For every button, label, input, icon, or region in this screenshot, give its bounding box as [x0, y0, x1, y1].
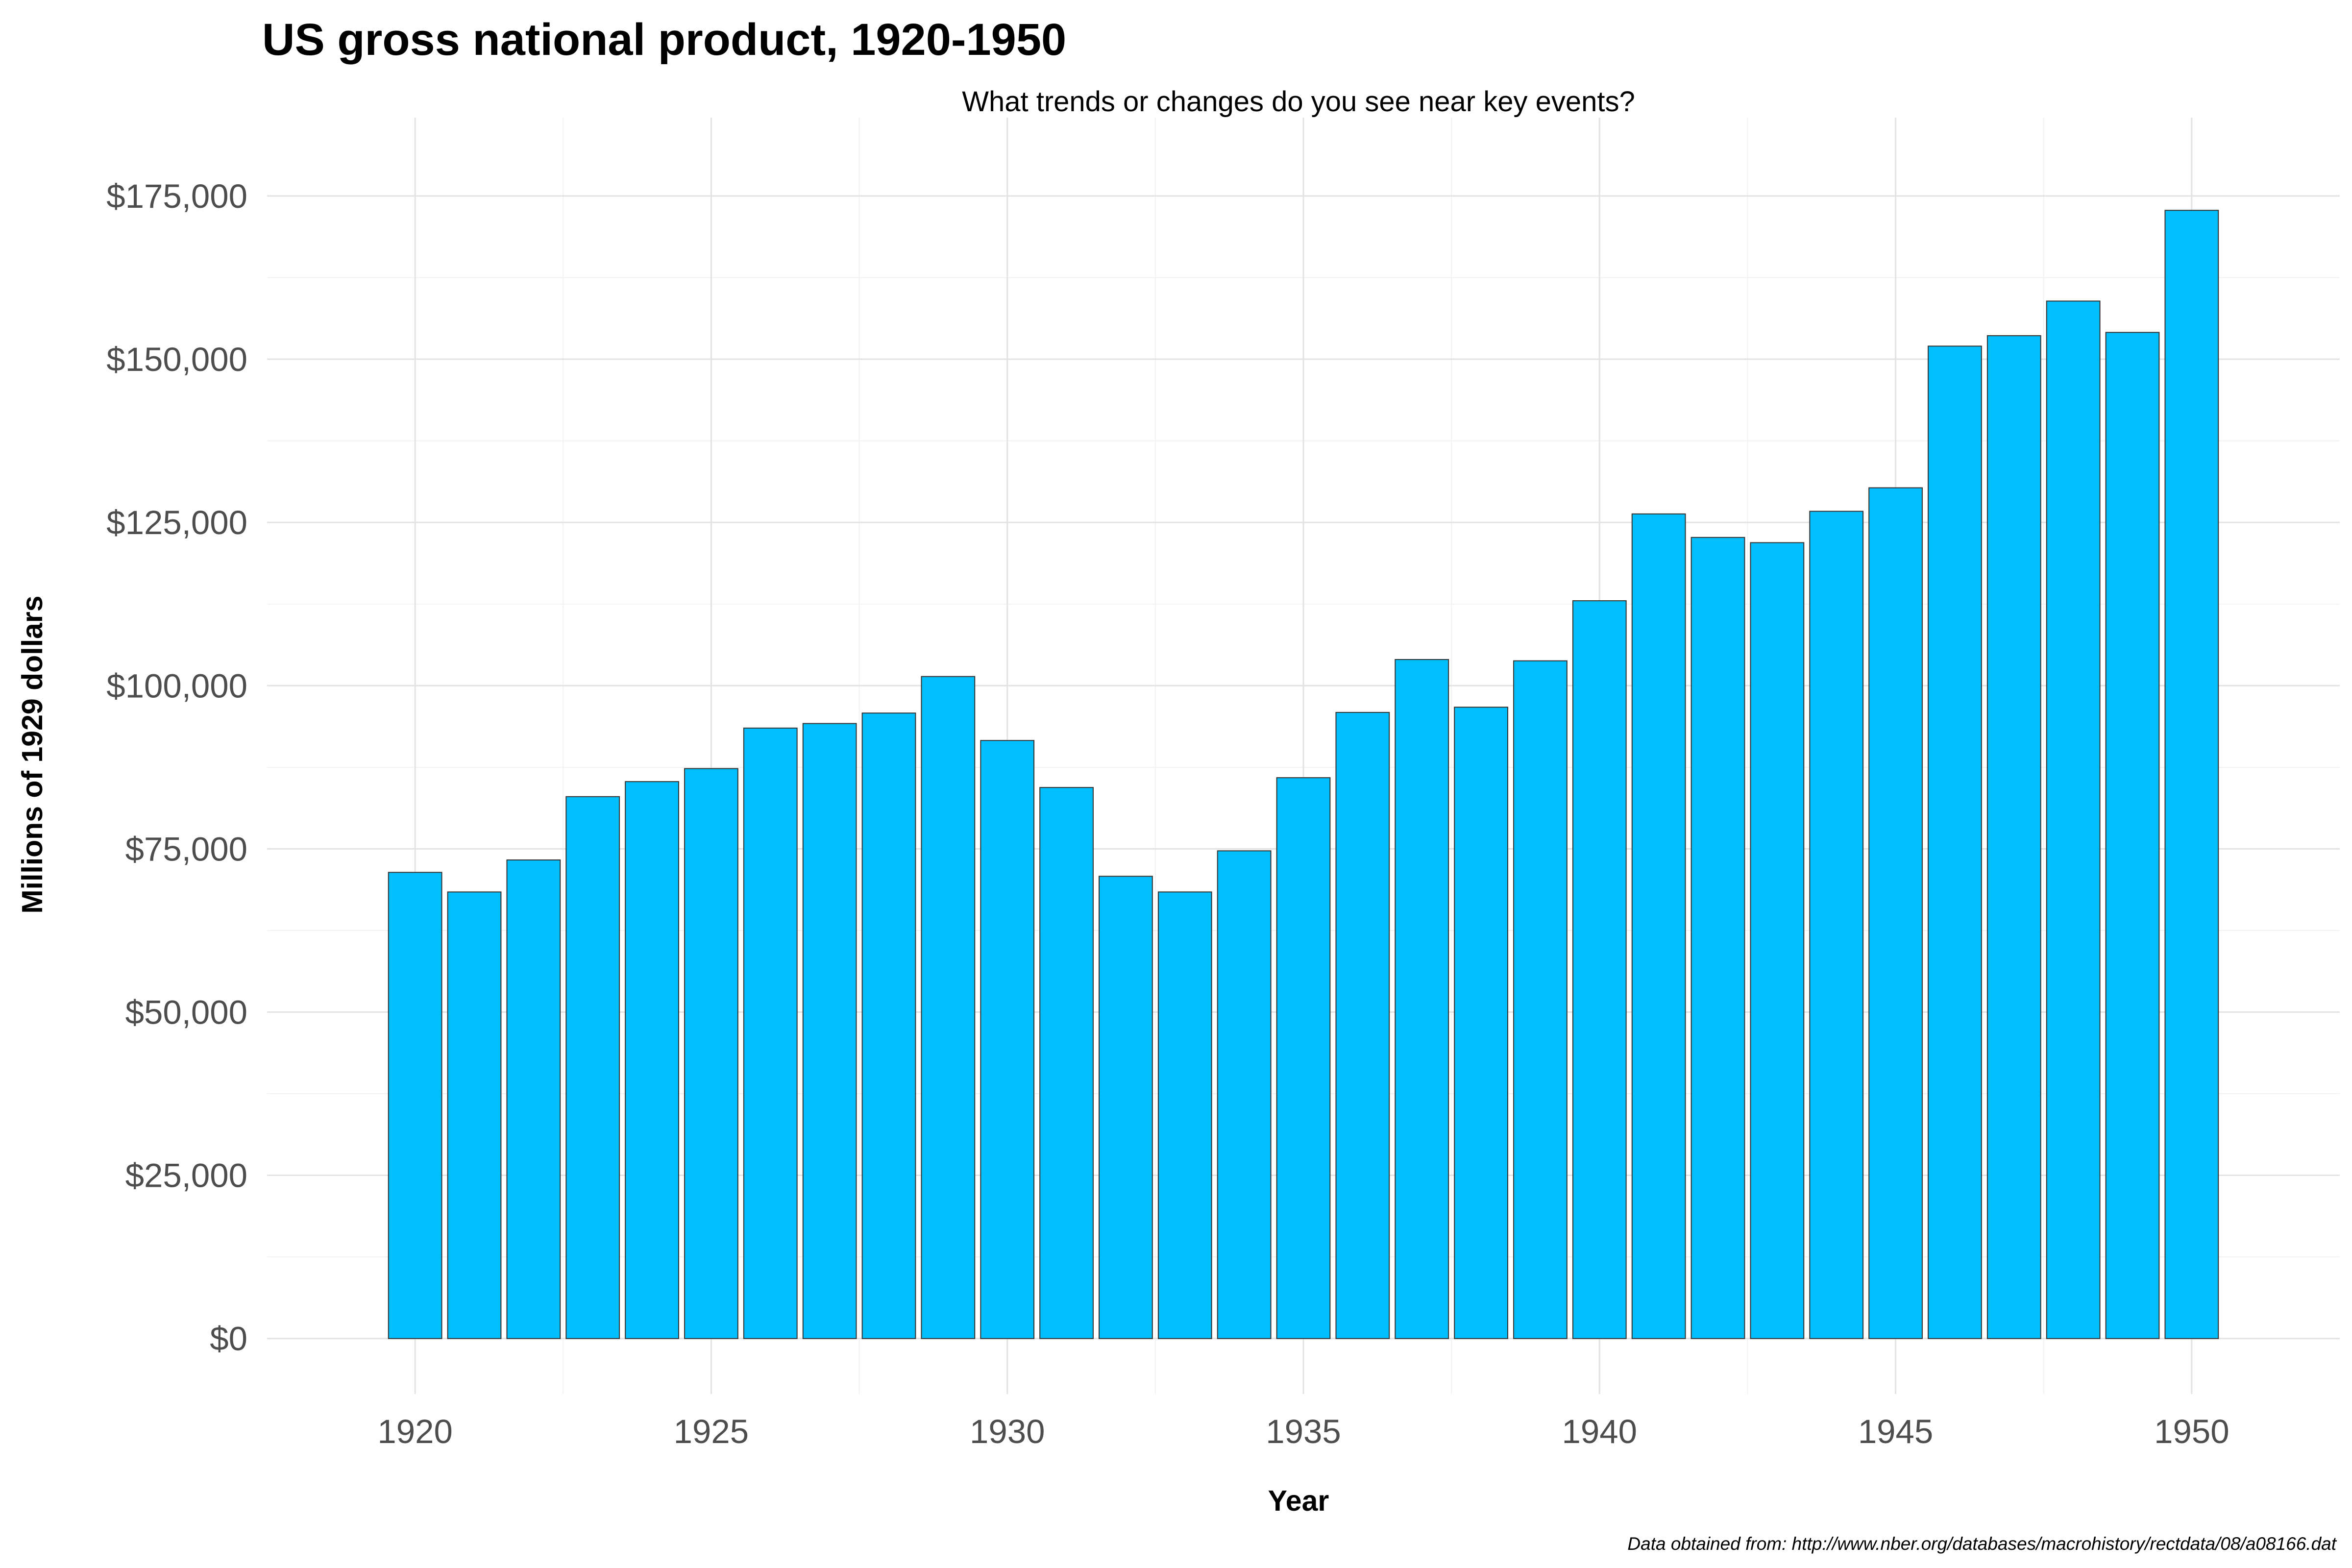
bar-1937 — [1395, 659, 1449, 1339]
y-tick-label: $50,000 — [125, 993, 247, 1031]
x-tick-label: 1950 — [2154, 1413, 2230, 1450]
x-tick-label: 1935 — [1266, 1413, 1341, 1450]
y-axis-title: Millions of 1929 dollars — [16, 595, 49, 913]
y-tick-label: $75,000 — [125, 830, 247, 868]
y-tick-label: $0 — [210, 1320, 247, 1358]
y-tick-label: $25,000 — [125, 1157, 247, 1195]
x-tick-label: 1920 — [377, 1413, 453, 1450]
data-source-caption: Data obtained from: http://www.nber.org/… — [1627, 1534, 2337, 1554]
bar-1929 — [921, 676, 976, 1339]
y-tick-label: $125,000 — [106, 504, 247, 541]
bar-1938 — [1454, 707, 1508, 1339]
bar-1933 — [1157, 891, 1212, 1339]
bar-1925 — [684, 768, 738, 1339]
bar-1922 — [506, 859, 561, 1339]
bar-1950 — [2164, 210, 2219, 1339]
bar-1920 — [388, 872, 442, 1339]
bar-1945 — [1868, 487, 1923, 1339]
bar-1924 — [625, 781, 679, 1339]
bar-1921 — [447, 891, 502, 1339]
bar-1942 — [1690, 537, 1745, 1339]
y-tick-label: $175,000 — [106, 177, 247, 215]
bar-1927 — [802, 723, 857, 1339]
x-axis-title: Year — [1268, 1485, 1329, 1517]
bar-1949 — [2105, 332, 2160, 1339]
x-tick-label: 1925 — [674, 1413, 749, 1450]
bar-1935 — [1276, 777, 1331, 1339]
x-tick-label: 1945 — [1858, 1413, 1934, 1450]
y-axis-tick-labels: $0 $25,000 $50,000 $75,000 $100,000 $125,000 $… — [106, 177, 247, 1358]
bar-1940 — [1572, 600, 1627, 1339]
x-axis-tick-labels: 1920 1925 1930 1935 1940 1945 1950 — [377, 1413, 2229, 1450]
chart-subtitle: What trends or changes do you see near k… — [962, 86, 1635, 118]
x-tick-label: 1930 — [970, 1413, 1045, 1450]
bar-1947 — [1986, 335, 2041, 1339]
y-tick-label: $150,000 — [106, 341, 247, 378]
bar-1936 — [1335, 711, 1390, 1339]
bar-1930 — [980, 740, 1035, 1339]
chart-title: US gross national product, 1920-1950 — [262, 15, 1066, 65]
bar-1946 — [1928, 345, 1982, 1339]
bar-1931 — [1039, 787, 1094, 1339]
y-tick-label: $100,000 — [106, 667, 247, 705]
bar-1943 — [1750, 542, 1805, 1339]
bar-1948 — [2046, 300, 2101, 1339]
bar-1944 — [1809, 511, 1864, 1339]
bar-1932 — [1099, 876, 1153, 1339]
bar-1934 — [1217, 850, 1272, 1339]
bars — [388, 210, 2219, 1339]
bar-1939 — [1513, 660, 1568, 1339]
bar-1928 — [861, 712, 916, 1339]
bar-1941 — [1631, 513, 1686, 1339]
x-tick-label: 1940 — [1562, 1413, 1638, 1450]
bar-1926 — [743, 727, 798, 1339]
bar-1923 — [565, 796, 620, 1339]
